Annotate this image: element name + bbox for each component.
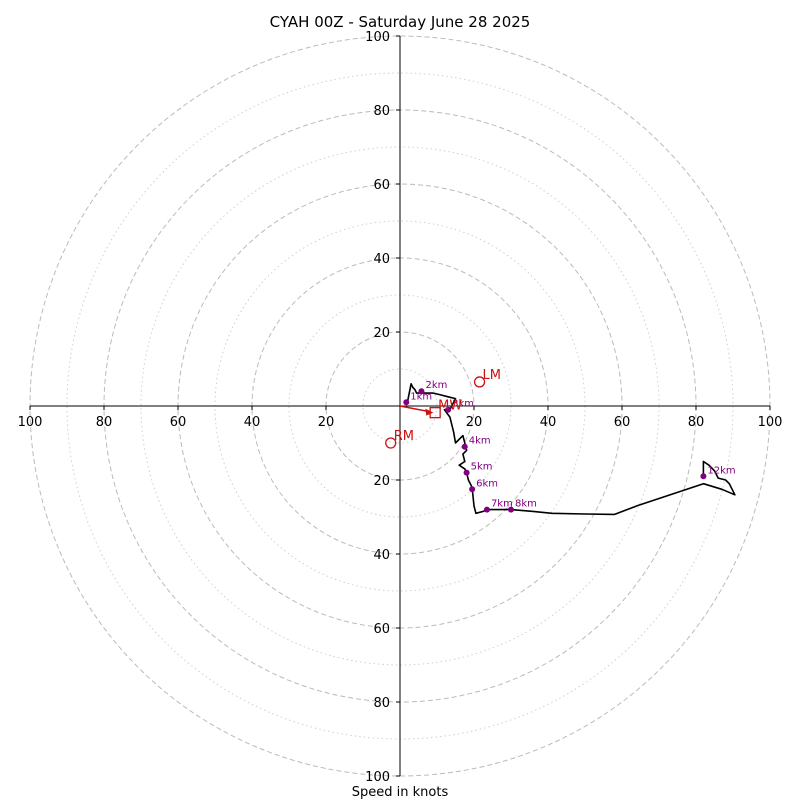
hodograph-trace bbox=[406, 382, 736, 516]
x-tick-label: 20 bbox=[318, 415, 335, 430]
height-marker-point bbox=[469, 486, 476, 493]
height-marker-label: 12km bbox=[707, 465, 735, 476]
height-marker-label: 4km bbox=[469, 436, 491, 447]
tick-labels: 100 80 60 40 20 20 40 60 80 100 100 80 60 40 20 20 40 60 8… bbox=[18, 30, 783, 785]
y-tick-label: 80 bbox=[373, 104, 390, 119]
x-tick-label: 80 bbox=[688, 415, 705, 430]
height-marker-label: 3km bbox=[452, 399, 474, 410]
y-tick-label: 40 bbox=[373, 252, 390, 267]
height-marker-point bbox=[700, 473, 707, 480]
storm-motion-marker bbox=[429, 407, 441, 419]
x-tick-label: 60 bbox=[614, 415, 631, 430]
storm-motion-label: RM bbox=[394, 429, 414, 444]
storm-motions: LM MW RM bbox=[385, 368, 501, 449]
shear-vector-arrowhead bbox=[425, 408, 434, 416]
height-marker-point bbox=[461, 443, 468, 450]
height-marker-point bbox=[403, 399, 410, 406]
height-marker-label: 7km bbox=[491, 499, 513, 510]
x-tick-label: 20 bbox=[466, 415, 483, 430]
x-tick-label: 40 bbox=[244, 415, 261, 430]
y-tick-label: 20 bbox=[373, 326, 390, 341]
wind-trace-line bbox=[406, 382, 736, 516]
x-axis-label: Speed in knots bbox=[352, 785, 449, 800]
height-marker-point bbox=[463, 469, 470, 476]
height-marker-label: 2km bbox=[425, 380, 447, 391]
storm-motion-marker bbox=[385, 437, 397, 449]
height-marker-point bbox=[508, 506, 514, 513]
y-tick-label: 20 bbox=[373, 474, 390, 489]
y-tick-label: 100 bbox=[365, 30, 390, 45]
height-marker-label: 1km bbox=[410, 391, 432, 402]
x-tick-label: 60 bbox=[170, 415, 187, 430]
x-tick-label: 80 bbox=[96, 415, 113, 430]
x-tick-label: 100 bbox=[18, 415, 43, 430]
height-marker-point bbox=[483, 506, 490, 513]
height-marker-label: 6km bbox=[476, 478, 498, 489]
y-tick-label: 60 bbox=[373, 178, 390, 193]
y-tick-label: 100 bbox=[365, 770, 390, 785]
y-tick-label: 80 bbox=[373, 696, 390, 711]
height-marker-label: 5km bbox=[471, 462, 493, 473]
height-marker-label: 8km bbox=[515, 499, 537, 510]
height-marker-point bbox=[445, 406, 452, 413]
x-tick-label: 40 bbox=[540, 415, 557, 430]
storm-motion-label: MW bbox=[438, 399, 462, 414]
x-tick-label: 100 bbox=[758, 415, 783, 430]
chart-title: CYAH 00Z - Saturday June 28 2025 bbox=[270, 13, 531, 31]
shear-vector-line bbox=[399, 405, 430, 413]
y-tick-label: 60 bbox=[373, 622, 390, 637]
y-tick-label: 40 bbox=[373, 548, 390, 563]
storm-motion-label: LM bbox=[483, 368, 501, 383]
storm-motion-marker bbox=[473, 376, 486, 388]
height-marker-point bbox=[418, 388, 425, 395]
